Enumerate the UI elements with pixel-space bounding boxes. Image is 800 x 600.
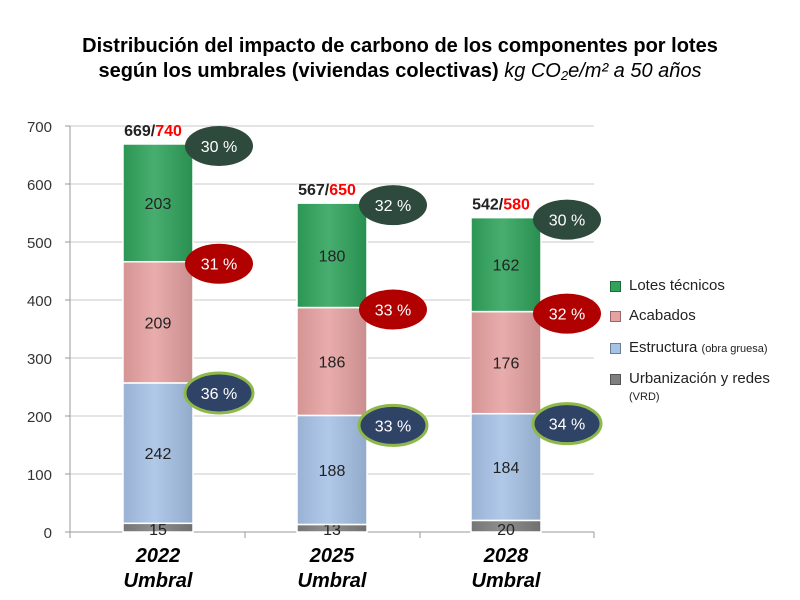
data-label: 186 bbox=[319, 354, 346, 371]
legend-label-sub: (obra gruesa) bbox=[701, 343, 768, 355]
percent-bubble bbox=[359, 289, 427, 330]
percent-label: 30 % bbox=[201, 139, 237, 156]
threshold-value: 580 bbox=[503, 197, 530, 214]
bar-lotes-t-cnicos-2028 bbox=[470, 216, 542, 313]
legend-swatch bbox=[610, 311, 621, 322]
percent-bubble bbox=[185, 125, 253, 166]
chart-title-line2: según los umbrales (viviendas colectivas… bbox=[98, 60, 499, 82]
percent-bubble bbox=[533, 199, 601, 240]
data-label: 15 bbox=[149, 522, 167, 539]
percent-label: 32 % bbox=[549, 307, 585, 324]
chart-title: Distribución del impacto de carbono de l… bbox=[0, 34, 800, 84]
bar-lotes-t-cnicos-2022 bbox=[122, 143, 194, 263]
legend-label-main: Acabados bbox=[629, 307, 696, 324]
percent-label: 31 % bbox=[201, 257, 237, 274]
x-category-sub: Umbral bbox=[472, 570, 541, 592]
percent-bubble bbox=[533, 293, 601, 334]
data-label: 20 bbox=[497, 522, 515, 539]
data-label: 188 bbox=[319, 463, 346, 480]
percent-label: 34 % bbox=[549, 417, 585, 434]
percent-label: 30 % bbox=[549, 213, 585, 230]
data-label: 203 bbox=[145, 196, 172, 213]
total-value: 669/ bbox=[124, 123, 156, 140]
legend-label-main: Estructura bbox=[629, 339, 698, 356]
percent-label: 33 % bbox=[375, 303, 411, 320]
x-category-year: 2028 bbox=[483, 545, 529, 567]
unit-subscript: 2 bbox=[560, 68, 569, 83]
unit-suffix: e/m² a 50 años bbox=[568, 60, 702, 82]
data-label: 13 bbox=[323, 522, 341, 539]
x-category-sub: Umbral bbox=[298, 570, 367, 592]
bar-lotes-t-cnicos-2025 bbox=[296, 202, 368, 309]
data-label: 242 bbox=[145, 446, 172, 463]
legend-label-main: Urbanización y redes bbox=[629, 370, 770, 387]
bar-acabados-2025 bbox=[296, 306, 368, 417]
y-tick-label: 500 bbox=[27, 235, 52, 252]
chart-title-line1: Distribución del impacto de carbono de l… bbox=[82, 35, 718, 57]
x-category-year: 2025 bbox=[309, 545, 355, 567]
bar-estructura-2028 bbox=[470, 412, 542, 522]
legend-label: Lotes técnicos bbox=[629, 277, 725, 294]
legend-swatch bbox=[610, 374, 621, 385]
data-label: 180 bbox=[319, 248, 346, 265]
total-value: 567/ bbox=[298, 182, 330, 199]
legend-label: Acabados bbox=[629, 307, 696, 324]
total-label: 567/650 bbox=[298, 182, 356, 199]
y-tick-label: 200 bbox=[27, 409, 52, 426]
total-label: 669/740 bbox=[124, 123, 182, 140]
unit-prefix: kg CO bbox=[504, 60, 561, 82]
percent-bubble bbox=[359, 185, 427, 226]
y-tick-label: 400 bbox=[27, 293, 52, 310]
total-label: 542/580 bbox=[472, 197, 530, 214]
y-tick-label: 600 bbox=[27, 177, 52, 194]
legend-swatch bbox=[610, 343, 621, 354]
data-label: 209 bbox=[145, 315, 172, 332]
x-category-year: 2022 bbox=[135, 545, 181, 567]
percent-label: 36 % bbox=[201, 386, 237, 403]
y-tick-label: 0 bbox=[44, 525, 52, 542]
percent-bubble bbox=[185, 243, 253, 284]
percent-bubble bbox=[357, 403, 429, 447]
percent-bubble bbox=[531, 402, 603, 446]
y-tick-label: 100 bbox=[27, 467, 52, 484]
percent-label: 32 % bbox=[375, 198, 411, 215]
legend-label: Estructura (obra gruesa) bbox=[629, 339, 768, 358]
data-label: 176 bbox=[493, 356, 520, 373]
y-tick-label: 300 bbox=[27, 351, 52, 368]
legend-swatch bbox=[610, 281, 621, 292]
data-label: 162 bbox=[493, 258, 520, 275]
total-value: 542/ bbox=[472, 197, 504, 214]
data-label: 184 bbox=[493, 460, 520, 477]
bar-acabados-2028 bbox=[470, 310, 542, 415]
percent-bubble bbox=[183, 371, 255, 415]
percent-label: 33 % bbox=[375, 418, 411, 435]
legend-label: Urbanización y redes (VRD) bbox=[629, 370, 770, 406]
chart-title-unit: kg CO2e/m² a 50 años bbox=[504, 60, 701, 82]
y-tick-label: 700 bbox=[27, 119, 52, 136]
threshold-value: 740 bbox=[155, 123, 182, 140]
legend-label-sub: (VRD) bbox=[629, 391, 660, 403]
legend-label-main: Lotes técnicos bbox=[629, 277, 725, 294]
x-category-sub: Umbral bbox=[124, 570, 193, 592]
threshold-value: 650 bbox=[329, 182, 356, 199]
